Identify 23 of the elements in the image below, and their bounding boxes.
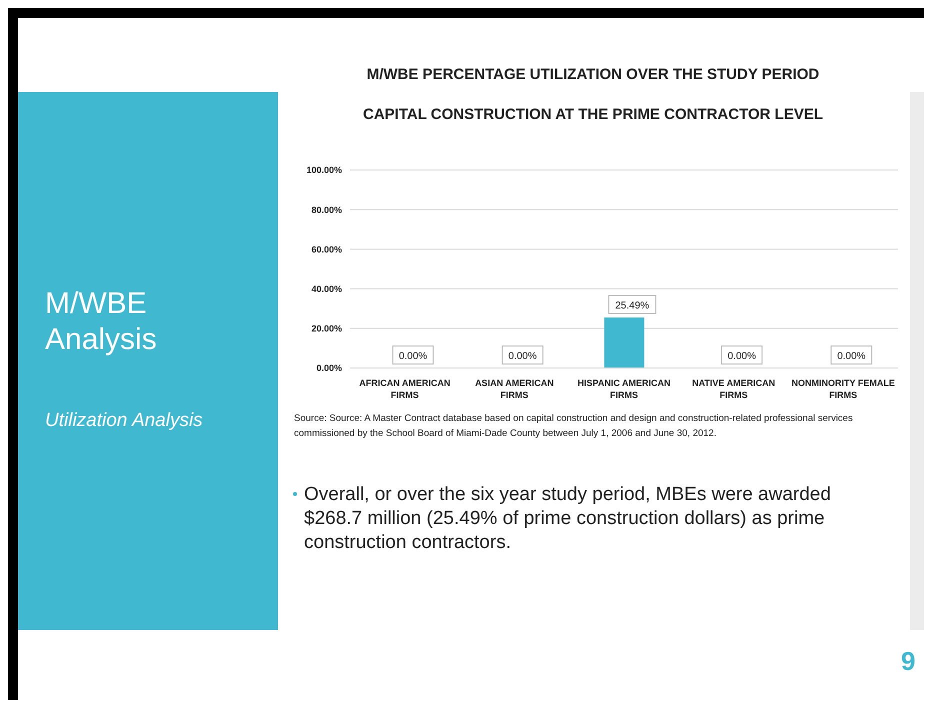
x-tick-label: NATIVE AMERICAN FIRMS [692,378,776,400]
data-label: 0.00% [508,351,537,362]
y-tick-label: 0.00% [316,363,342,374]
text: 9 [901,646,916,677]
data-label: 25.49% [615,300,650,312]
text: Utilization Analysis [45,410,203,432]
y-tick-label: 100.00% [306,165,342,176]
source-note: Source: Source: A Master Contract database based on capital construction and design and construction-related professional services commissioned by the School Board of Miami-Dade County between July 1, 2006 and June 30, 2012. [294,412,854,441]
x-tick-label: AFRICAN AMERICAN FIRMS [359,378,450,400]
x-tick-label: ASIAN AMERICAN FIRMS [475,378,554,400]
y-tick-label: 60.00% [311,244,342,254]
data-label: 0.00% [837,351,866,362]
chart-subtitle: CAPITAL CONSTRUCTION AT THE PRIME CONTRACTOR LEVEL [362,106,824,123]
data-label: 0.00% [728,351,756,362]
x-tick-label: HISPANIC AMERICAN FIRMS [577,378,671,400]
text: Overall, or over the six year study period, MBEs were awarded $268.7 million (25.49% of prime construction dollars) as prime construction contractors. [304,483,832,555]
y-tick-label: 40.00% [311,284,342,294]
y-tick-label: 20.00% [311,324,342,334]
y-tick-label: 80.00% [311,204,342,215]
data-label: 0.00% [398,351,428,362]
chart-title: M/WBE PERCENTAGE UTILIZATION OVER THE STUDY PERIOD [366,66,820,83]
text: M/WBE Analysis [45,286,158,358]
x-tick-label: NONMINORITY FEMALE FIRMS [792,378,895,400]
